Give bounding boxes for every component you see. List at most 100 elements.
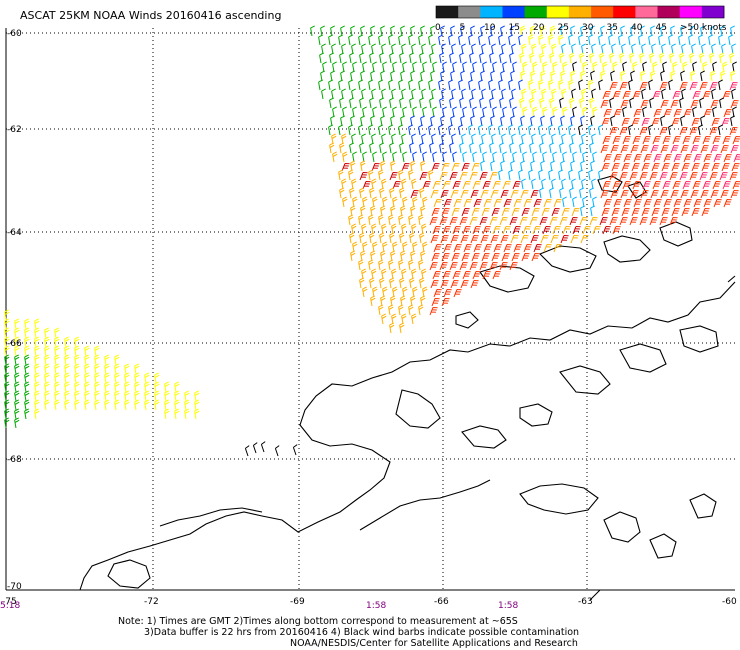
wind-barb: [631, 163, 640, 172]
wind-barb: [722, 181, 731, 190]
wind-barb: [369, 232, 375, 244]
wind-barb: [392, 151, 397, 163]
wind-barb: [683, 109, 692, 118]
wind-barb: [440, 115, 445, 127]
wind-barb: [641, 208, 650, 217]
wind-barb: [399, 52, 404, 64]
wind-barb: [441, 253, 450, 262]
wind-barb: [578, 34, 583, 46]
wind-barb: [433, 199, 442, 208]
wind-barb: [418, 214, 424, 226]
color-scale-swatch: [546, 6, 570, 18]
wind-barb: [372, 241, 378, 253]
wind-barb: [399, 187, 405, 199]
wind-barb: [592, 61, 598, 73]
wind-barb: [461, 163, 470, 172]
wind-barb: [572, 61, 577, 73]
wind-barb: [502, 106, 507, 118]
wind-barb: [730, 25, 735, 37]
wind-barb: [502, 181, 511, 190]
wind-barb: [622, 181, 631, 190]
wind-barb: [541, 208, 550, 217]
wind-barb: [571, 178, 576, 190]
wind-barb: [679, 172, 688, 181]
wind-barb: [380, 250, 386, 262]
wind-barb: [512, 151, 517, 163]
wind-barb: [358, 79, 363, 91]
wind-barb: [471, 163, 480, 172]
wind-barb: [651, 43, 656, 55]
wind-barb: [144, 381, 150, 393]
wind-barb: [603, 199, 612, 208]
wind-barb: [94, 363, 100, 375]
wind-barb: [24, 318, 30, 330]
wind-barb: [730, 190, 739, 199]
wind-barb: [328, 124, 333, 136]
wind-barb: [452, 61, 457, 73]
wind-barb: [598, 169, 603, 181]
wind-barb: [582, 151, 587, 163]
wind-barb: [362, 181, 371, 190]
wind-barb: [440, 235, 449, 244]
wind-barb: [530, 115, 535, 127]
wind-barb: [430, 280, 439, 289]
wind-barb: [260, 441, 266, 453]
wind-barb: [680, 70, 685, 82]
wind-barb: [693, 154, 702, 163]
wind-barb: [671, 163, 680, 172]
wind-barb: [641, 163, 650, 172]
wind-barb: [609, 217, 618, 226]
wind-barb: [124, 399, 130, 411]
wind-barb: [480, 115, 485, 127]
wind-barb: [599, 52, 605, 64]
wind-barb: [411, 133, 416, 145]
wind-barb: [124, 363, 130, 375]
wind-barb: [571, 133, 576, 145]
wind-barb: [702, 136, 711, 145]
wind-barb: [471, 253, 480, 262]
wind-barb: [458, 124, 463, 136]
wind-barb: [432, 181, 441, 190]
wind-barb: [64, 372, 70, 384]
wind-barb: [410, 205, 416, 217]
wind-barb: [488, 124, 493, 136]
wind-barb: [710, 25, 715, 37]
wind-barb: [518, 169, 523, 181]
wind-barb: [582, 61, 588, 73]
grid-lines: [6, 28, 735, 590]
wind-barb: [429, 97, 434, 109]
wind-barb: [529, 52, 535, 64]
wind-barb: [533, 244, 542, 253]
wind-barb: [114, 399, 120, 411]
wind-barb: [184, 390, 190, 402]
wind-barb: [673, 109, 682, 118]
wind-barb: [468, 79, 473, 91]
wind-barb: [420, 25, 425, 37]
wind-barb: [74, 390, 80, 402]
wind-barb: [551, 178, 556, 190]
wind-barb: [542, 106, 548, 118]
wind-barb: [4, 345, 10, 357]
wind-barb: [639, 172, 648, 181]
wind-barb: [550, 70, 556, 82]
wind-barb: [649, 217, 658, 226]
wind-barb: [388, 34, 393, 46]
wind-barb: [690, 25, 695, 37]
wind-barb: [428, 79, 433, 91]
wind-barb: [628, 124, 633, 136]
color-scale-label: 0: [435, 23, 441, 33]
wind-barb: [722, 136, 731, 145]
wind-barb: [450, 190, 459, 199]
wind-barb: [472, 181, 481, 190]
wind-barb: [513, 199, 522, 208]
wind-barb: [613, 154, 622, 163]
wind-barb: [489, 217, 498, 226]
wind-barb: [548, 79, 554, 91]
wind-barb: [341, 178, 347, 190]
wind-barb: [711, 118, 720, 127]
wind-barb: [510, 115, 515, 127]
wind-barb: [368, 214, 374, 226]
wind-barb: [612, 136, 621, 145]
wind-barb: [320, 70, 325, 82]
wind-barb: [24, 372, 30, 384]
